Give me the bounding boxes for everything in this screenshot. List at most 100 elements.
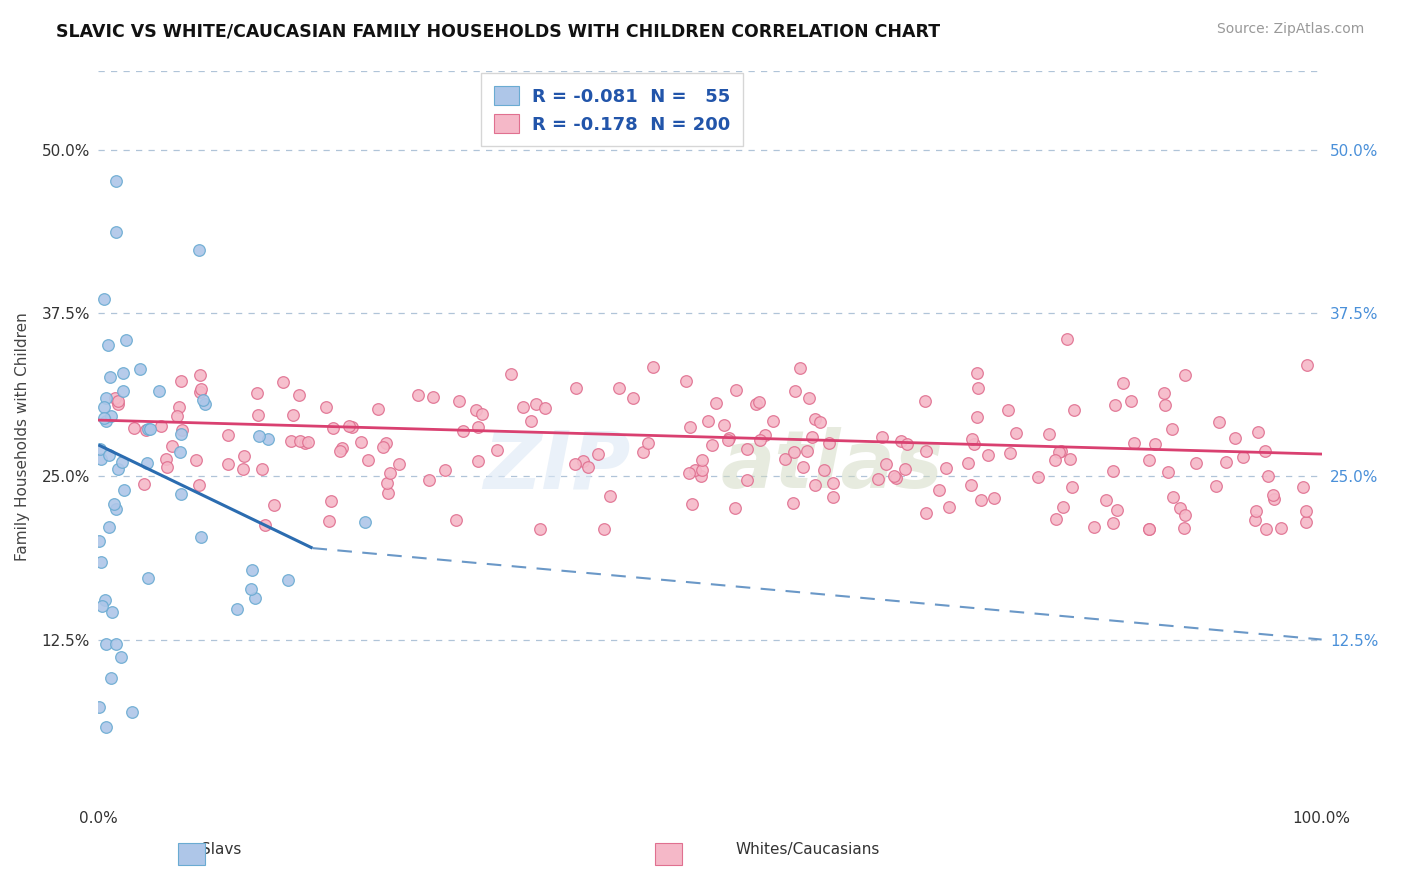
Point [782,496,804,510]
Point [166,409,188,423]
Point [1102,464,1125,478]
Point [797,392,820,406]
Point [675,374,697,388]
Point [1050,444,1073,458]
Point [122,421,145,435]
Point [451,425,474,439]
Point [681,497,703,511]
Point [748,434,770,448]
Point [1270,521,1292,535]
Point [232,461,254,475]
Text: ZIP: ZIP [484,427,630,506]
Point [915,444,938,458]
Point [957,456,980,470]
Point [471,408,494,422]
Point [564,457,586,471]
Point [1095,493,1118,508]
Point [524,397,547,411]
Point [107,462,129,476]
Point [465,403,488,417]
Point [1168,500,1191,515]
Point [1005,426,1028,441]
Point [105,637,128,651]
Point [128,361,150,376]
Point [1173,521,1195,535]
Point [98,519,121,533]
Point [246,386,269,401]
Point [792,460,814,475]
Point [519,414,541,428]
Point [821,490,844,504]
Point [191,393,214,408]
Point [1154,399,1177,413]
Point [378,467,401,481]
Point [217,457,239,471]
Point [190,530,212,544]
Point [104,225,127,239]
Point [375,475,398,490]
Point [374,436,396,450]
Point [1232,450,1254,464]
Point [160,439,183,453]
Y-axis label: Family Households with Children: Family Households with Children [15,313,31,561]
Point [762,413,785,427]
Point [96,391,118,405]
Point [315,400,337,414]
Point [337,418,360,433]
Point [354,516,377,530]
Point [271,375,294,389]
Point [422,390,444,404]
Point [1185,456,1208,470]
Point [107,394,129,409]
Point [894,462,917,476]
Point [322,421,344,435]
Point [1161,490,1184,504]
Point [377,485,399,500]
Point [1038,426,1060,441]
Point [592,521,614,535]
Point [983,491,1005,505]
Point [914,394,936,409]
Point [188,477,211,491]
Point [896,436,918,450]
Point [748,394,770,409]
Point [94,720,117,734]
Point [886,471,908,485]
Point [588,447,610,461]
Point [97,448,120,462]
Point [1244,504,1267,518]
Point [103,497,125,511]
Point [94,637,117,651]
Point [1137,453,1160,467]
Point [875,457,897,471]
Point [319,493,342,508]
Point [1045,512,1067,526]
Point [690,452,713,467]
Point [678,466,700,480]
Point [111,455,134,469]
Point [890,434,912,448]
Point [367,401,389,416]
Point [959,478,981,492]
Point [246,409,269,423]
Point [93,292,115,306]
Point [962,432,984,446]
Legend: R = -0.081  N =   55, R = -0.178  N = 200: R = -0.081 N = 55, R = -0.178 N = 200 [481,73,742,146]
Point [294,435,316,450]
FancyBboxPatch shape [179,843,205,865]
Point [188,368,211,382]
Point [883,468,905,483]
Point [97,338,120,352]
Point [90,555,112,569]
Point [190,382,212,396]
Point [188,384,211,399]
Point [1026,469,1049,483]
Point [737,442,759,456]
Point [1056,332,1078,346]
Point [433,463,456,477]
Point [100,671,122,685]
Point [217,428,239,442]
Point [110,649,132,664]
Point [148,384,170,398]
Point [89,442,111,456]
